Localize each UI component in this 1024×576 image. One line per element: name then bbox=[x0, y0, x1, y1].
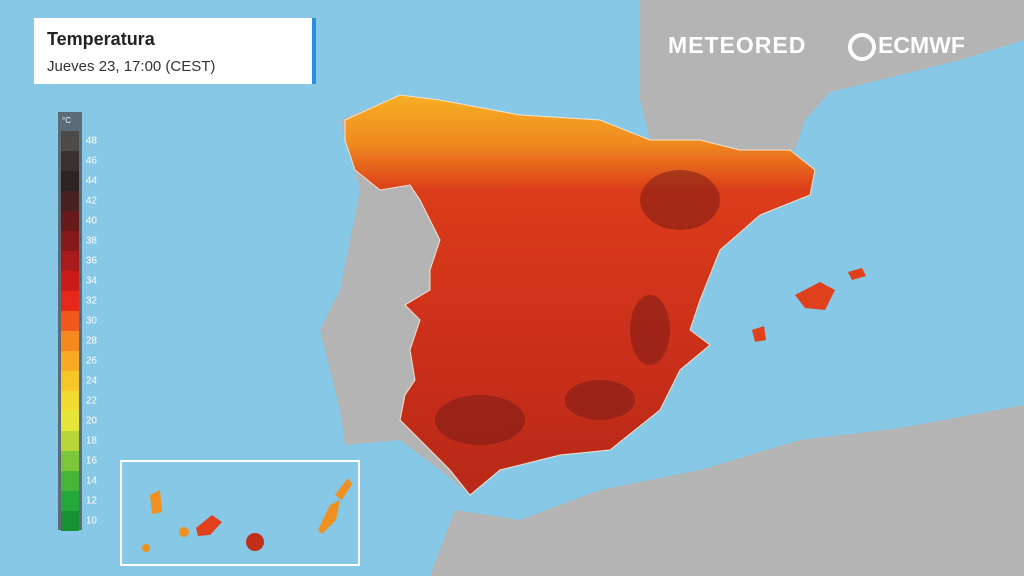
logo-meteored: METEORED bbox=[668, 32, 806, 58]
legend-tick-label: 16 bbox=[86, 456, 98, 467]
legend: °C 48 46 44 42 40 38 36 34 32 30 28 26 24 22 20 18 16 14 1… bbox=[58, 112, 97, 531]
logo-ecmwf: ECMWF bbox=[878, 32, 965, 58]
legend-band bbox=[61, 451, 79, 471]
ecmwf-icon bbox=[848, 33, 876, 61]
subtitle: Jueves 23, 17:00 (CEST) bbox=[47, 58, 215, 75]
legend-tick-label: 46 bbox=[86, 156, 98, 167]
legend-band bbox=[61, 231, 79, 251]
legend-band bbox=[61, 171, 79, 191]
legend-band bbox=[61, 151, 79, 171]
legend-tick-label: 14 bbox=[86, 476, 98, 487]
legend-tick-label: 28 bbox=[86, 336, 98, 347]
legend-band bbox=[61, 511, 79, 531]
legend-band bbox=[61, 251, 79, 271]
legend-band bbox=[61, 271, 79, 291]
legend-tick-label: 38 bbox=[86, 236, 98, 247]
legend-tick-label: 42 bbox=[86, 196, 98, 207]
africa-land bbox=[430, 405, 1024, 576]
legend-tick-label: 12 bbox=[86, 496, 98, 507]
legend-tick-label: 26 bbox=[86, 356, 98, 367]
legend-band bbox=[61, 351, 79, 371]
legend-tick-label: 22 bbox=[86, 396, 98, 407]
legend-band bbox=[61, 191, 79, 211]
title-accent bbox=[312, 18, 316, 84]
legend-band bbox=[61, 131, 79, 151]
legend-tick-label: 24 bbox=[86, 376, 98, 387]
canary-inset bbox=[120, 460, 360, 566]
islands bbox=[142, 268, 866, 552]
legend-tick-label: 44 bbox=[86, 176, 98, 187]
legend-tick-label: 48 bbox=[86, 136, 98, 147]
legend-band bbox=[61, 431, 79, 451]
legend-band bbox=[61, 291, 79, 311]
title: Temperatura bbox=[47, 29, 156, 49]
legend-tick-label: 32 bbox=[86, 296, 98, 307]
legend-band bbox=[61, 331, 79, 351]
legend-band bbox=[61, 371, 79, 391]
legend-tick-label: 20 bbox=[86, 416, 98, 427]
legend-band bbox=[61, 391, 79, 411]
legend-tick-label: 40 bbox=[86, 216, 98, 227]
legend-band bbox=[61, 311, 79, 331]
france-land bbox=[640, 0, 1024, 150]
title-box bbox=[34, 18, 316, 84]
legend-band bbox=[61, 211, 79, 231]
legend-tick-label: 18 bbox=[86, 436, 98, 447]
legend-band bbox=[61, 491, 79, 511]
hot-spots bbox=[435, 170, 720, 445]
legend-band bbox=[61, 471, 79, 491]
legend-unit: °C bbox=[62, 116, 71, 125]
legend-tick-label: 34 bbox=[86, 276, 98, 287]
legend-tick-label: 36 bbox=[86, 256, 98, 267]
legend-tick-label: 10 bbox=[86, 516, 98, 527]
legend-band bbox=[61, 411, 79, 431]
legend-tick-label: 30 bbox=[86, 316, 98, 327]
